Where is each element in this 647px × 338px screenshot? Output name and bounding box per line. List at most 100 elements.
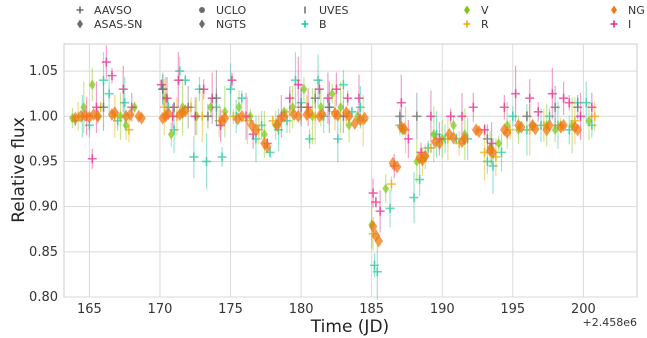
data-point [360,111,369,125]
data-point [369,260,379,270]
data-point [482,134,492,144]
data-point [382,183,390,194]
data-point [457,111,467,121]
data-point [162,93,172,103]
data-point [399,122,409,136]
data-point [374,234,383,248]
data-point [93,109,103,123]
data-point [372,267,382,277]
data-point [164,107,173,121]
data-point [257,120,267,130]
legend-entry: NG [611,4,645,17]
data-point [412,111,422,121]
data-point [296,102,306,112]
data-point [533,107,543,117]
data-point [104,89,114,99]
data-point [460,132,470,146]
series-ng [71,104,582,248]
data-point [337,102,345,113]
data-point [409,193,419,203]
data-point [328,88,336,99]
legend-marker [464,5,470,15]
data-point [371,197,381,207]
plot-area [63,43,638,298]
y-tick-label: 0.90 [29,200,58,215]
data-point [564,98,574,108]
data-point [531,122,540,136]
y-tick-label: 0.95 [29,154,58,169]
x-tick-label: 175 [218,302,243,317]
data-point [87,154,97,164]
data-point [449,131,458,145]
data-point [226,84,236,94]
x-tick-label: 170 [148,302,173,317]
legend-entry: B [301,18,327,31]
data-point [403,134,413,144]
data-point [324,102,334,112]
data-point [88,79,96,90]
data-point [495,138,503,149]
x-tick-label: 200 [571,302,596,317]
data-point [318,107,327,121]
data-point [285,93,295,103]
y-tick-label: 1.05 [29,64,58,79]
data-point [343,93,353,103]
data-point [159,102,169,112]
data-point [474,125,484,139]
data-point [294,109,303,123]
x-axis-offset: +2.458e6 [583,316,637,329]
data-point [415,175,425,185]
data-point [220,111,230,125]
data-point [120,98,130,108]
data-point [345,120,353,131]
data-point [323,93,333,103]
data-point [488,145,498,159]
data-point [338,80,348,90]
data-point [290,75,300,85]
data-point [413,156,421,167]
legend-marker [301,20,309,28]
data-point [137,111,146,125]
data-point [421,149,430,163]
data-point [547,89,557,99]
data-point [203,111,213,121]
data-point [386,179,396,189]
data-point [502,126,512,140]
data-point [101,57,111,67]
x-tick-labels: 165 170 175 180 185 190 195 200 [77,302,596,317]
data-point [468,102,478,112]
data-point [573,123,582,137]
data-point [517,120,526,134]
data-point [293,80,303,90]
data-point [354,93,364,103]
data-point [395,111,405,121]
data-point [279,109,289,123]
data-point [71,111,80,125]
data-point [227,75,237,85]
data-point [305,134,315,144]
data-point [545,118,554,132]
data-point [156,80,166,90]
y-tick-label: 1.00 [29,109,58,124]
data-point [169,102,179,112]
data-point [508,111,518,121]
x-tick-label: 180 [289,302,314,317]
legend-entry: I [610,18,631,31]
data-point [550,102,560,112]
data-point [99,75,109,85]
data-point [587,102,597,112]
data-point [368,220,378,234]
data-point [385,203,395,213]
data-point [331,84,341,94]
series-aavso [99,70,583,154]
y-tick-label: 0.85 [29,245,58,260]
data-point [190,111,200,121]
data-point [333,134,343,144]
legend-label: UVES [319,4,349,17]
data-point [497,147,507,157]
data-point [396,98,406,108]
data-point [573,102,583,112]
data-point [117,111,124,122]
data-point [488,161,498,171]
